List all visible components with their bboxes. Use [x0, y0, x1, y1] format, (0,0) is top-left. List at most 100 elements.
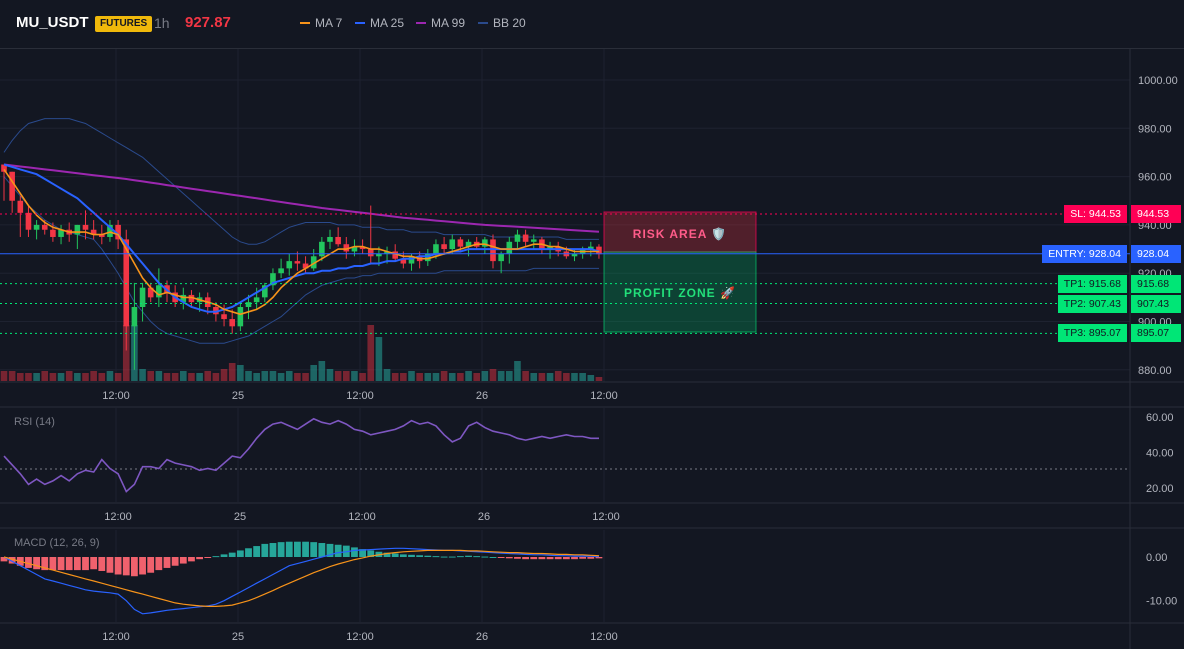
profit-zone-box	[603, 251, 757, 333]
macd-histogram-bar	[269, 543, 277, 557]
macd-histogram-bar	[530, 557, 538, 560]
macd-histogram-bar	[359, 549, 366, 557]
volume-bar	[106, 371, 114, 381]
volume-bar	[245, 371, 252, 381]
legend-ma99[interactable]: MA 99	[416, 16, 465, 30]
candle-body	[457, 239, 464, 247]
bb-lower-line	[3, 176, 599, 344]
rsi-axis-label: 20.00	[1146, 483, 1174, 495]
candle-body	[123, 239, 130, 327]
candle-body	[139, 287, 146, 308]
candle-body	[376, 253, 382, 257]
volume-bar	[17, 373, 24, 381]
volume-bar	[139, 369, 146, 381]
macd-histogram-bar	[285, 541, 293, 557]
time-axis-label: 12:00	[592, 511, 620, 523]
candle-body	[425, 253, 431, 262]
macd-histogram-bar	[0, 557, 8, 562]
legend-label: MA 25	[370, 16, 405, 30]
macd-axis-label: -10.00	[1146, 596, 1177, 608]
macd-histogram-bar	[253, 546, 261, 557]
volume-bar	[367, 325, 375, 381]
time-axis-label: 12:00	[102, 631, 130, 643]
candle-body	[245, 302, 252, 308]
macd-histogram-bar	[49, 557, 57, 571]
candle-body	[367, 249, 374, 257]
macd-line	[3, 547, 600, 615]
candle-body	[310, 256, 317, 269]
time-axis-label: 25	[234, 511, 246, 523]
macd-histogram-bar	[106, 557, 114, 573]
volume-bar	[506, 371, 513, 381]
candle-body	[522, 234, 529, 242]
candle-body	[596, 246, 602, 255]
volume-bar	[473, 373, 480, 381]
candle-body	[588, 246, 594, 250]
macd-histogram-bar	[408, 554, 415, 557]
macd-histogram-bar	[351, 547, 358, 557]
macd-histogram-bar	[514, 557, 521, 559]
ma7-line	[3, 168, 599, 316]
volume-bar	[74, 373, 81, 381]
time-axis-label: 26	[476, 390, 488, 402]
volume-bar	[41, 371, 49, 381]
volume-bar	[82, 373, 89, 381]
volume-bar	[343, 371, 350, 381]
legend-bb20[interactable]: BB 20	[478, 16, 526, 30]
macd-histogram-bar	[228, 552, 236, 557]
legend-swatch	[300, 22, 310, 24]
macd-histogram-bar	[571, 557, 578, 560]
volume-bar	[514, 361, 521, 381]
candle-body	[400, 258, 407, 264]
time-axis-label: 12:00	[590, 390, 618, 402]
volume-bar	[294, 373, 301, 381]
level-tag-tp3: TP3: 895.07	[1057, 324, 1127, 343]
grid-lines	[0, 49, 1184, 649]
candle-body	[302, 263, 309, 269]
level-value-tp3: 895.07	[1131, 324, 1181, 343]
macd-histogram-bar	[399, 554, 407, 557]
legend-ma7[interactable]: MA 7	[300, 16, 342, 30]
timeframe-selector[interactable]: 1h	[154, 15, 170, 31]
macd-histogram-bar	[204, 557, 212, 558]
volume-bar	[391, 373, 399, 381]
volume-bar	[220, 369, 228, 381]
macd-label: MACD (12, 26, 9)	[14, 537, 100, 549]
chart-header: MU_USDT FUTURES 1h 927.87 MA 7 MA 25 MA …	[0, 0, 1184, 49]
risk-area-label: RISK AREA 🛡️	[633, 227, 727, 241]
macd-histogram-bar	[383, 552, 391, 557]
macd-histogram-bar	[579, 557, 587, 559]
macd-histogram-bar	[391, 553, 399, 557]
volume-bar	[375, 337, 383, 381]
level-value-sl: 944.53	[1131, 204, 1181, 223]
profit-zone-label: PROFIT ZONE 🚀	[624, 286, 736, 300]
volume-bar	[351, 371, 358, 381]
macd-histogram-bar	[334, 544, 342, 557]
volume-bar	[8, 371, 16, 381]
macd-histogram-bar	[489, 557, 497, 558]
candle-body	[294, 261, 301, 264]
macd-pane: MACD (12, 26, 9)	[0, 537, 603, 615]
price-axis-label: 1000.00	[1138, 75, 1178, 87]
volume-bar	[563, 373, 570, 381]
macd-histogram-bar	[131, 557, 138, 577]
macd-histogram-bar	[432, 556, 440, 558]
legend-swatch	[478, 22, 488, 24]
level-value-tp1: 915.68	[1131, 274, 1181, 293]
time-axis-label: 26	[478, 511, 490, 523]
macd-histogram-bar	[562, 557, 570, 560]
rsi-line	[3, 417, 599, 493]
price-axis-label: 960.00	[1138, 172, 1172, 184]
candle-body	[408, 256, 415, 264]
symbol-name[interactable]: MU_USDT	[16, 14, 89, 31]
macd-histogram-bar	[416, 555, 424, 557]
macd-histogram-bar	[139, 557, 146, 575]
legend-ma25[interactable]: MA 25	[355, 16, 404, 30]
candle-body	[433, 244, 439, 254]
last-price: 927.87	[185, 14, 231, 31]
candle-body	[262, 285, 268, 298]
candle-body	[90, 229, 97, 235]
volume-bar	[318, 361, 326, 381]
legend-swatch	[355, 22, 365, 24]
